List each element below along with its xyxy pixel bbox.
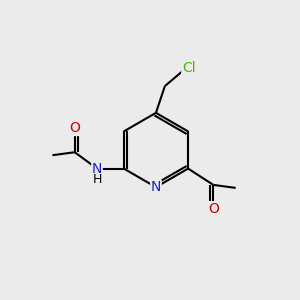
Text: N: N [151,180,161,194]
Text: O: O [69,122,80,136]
Text: H: H [92,173,102,186]
Text: O: O [208,202,219,216]
Text: Cl: Cl [182,61,196,75]
Text: N: N [92,162,102,176]
